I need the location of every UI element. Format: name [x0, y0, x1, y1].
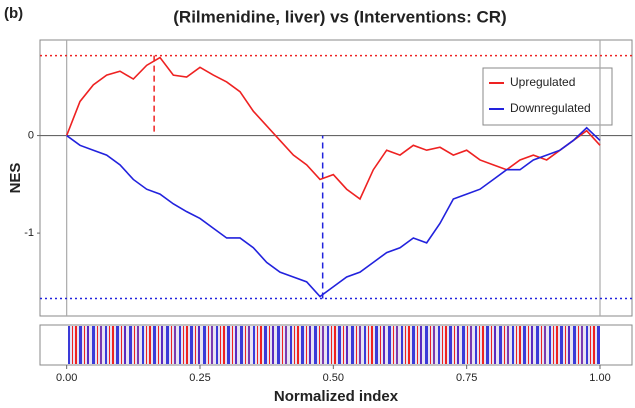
x-tick-label: 0.75	[456, 372, 477, 384]
plot-frame	[39, 39, 633, 317]
x-tick-label: 0.50	[323, 372, 344, 384]
y-tick-label: 0	[28, 129, 34, 141]
series-line	[66, 126, 601, 298]
x-tick-label: 1.00	[589, 372, 610, 384]
legend-label: Downregulated	[510, 101, 591, 115]
y-tick-label: -1	[24, 227, 34, 239]
barcode	[68, 326, 600, 364]
x-axis-label: Normalized index	[274, 388, 399, 405]
y-axis-label: NES	[7, 163, 24, 194]
legend	[482, 67, 613, 126]
series-line	[65, 56, 601, 201]
panel-label: (b)	[4, 5, 23, 22]
x-tick-label: 0.00	[56, 372, 77, 384]
legend-label: Upregulated	[510, 75, 575, 89]
chart-title: (Rilmenidine, liver) vs (Interventions: …	[173, 7, 506, 26]
x-tick-label: 0.25	[189, 372, 210, 384]
barcode-frame	[39, 324, 633, 366]
